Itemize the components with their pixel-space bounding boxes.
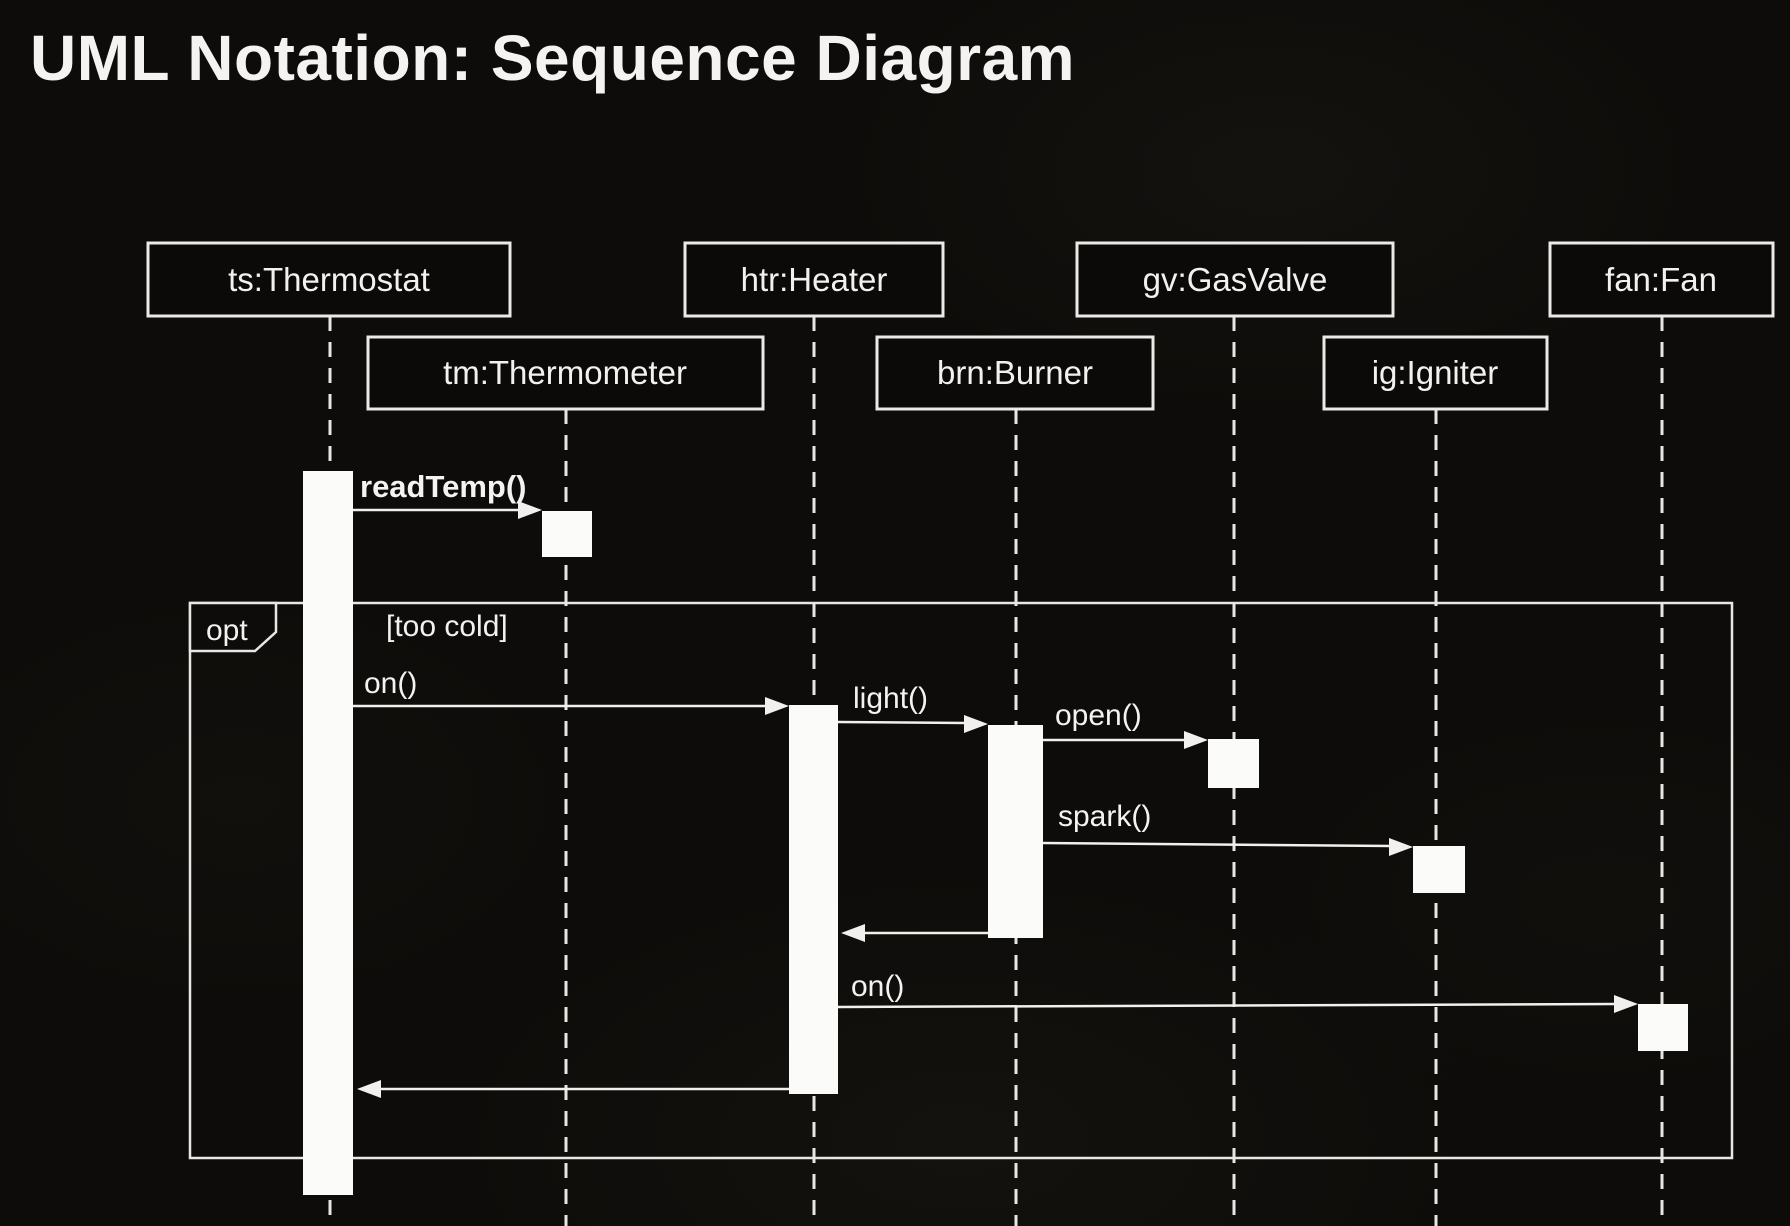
object-box-brn [875,335,1155,411]
arrowhead-icon [765,697,789,715]
object-box-fan [1548,241,1775,318]
object-label-ts: ts:Thermostat [228,261,430,298]
object-box-ig [1322,335,1549,411]
object-box-ts [146,241,512,318]
activation-brn [988,725,1043,938]
opt-operator-label: opt [206,614,248,647]
object-label-brn: brn:Burner [937,354,1093,391]
message-line [837,720,967,725]
message-label: on() [851,970,904,1003]
object-header-ig: ig:Igniter [1322,335,1549,411]
message-on-fan: on() [837,970,1638,1013]
object-header-fan: fan:Fan [1548,241,1775,318]
arrowhead-icon [964,715,988,733]
object-header-brn: brn:Burner [875,335,1155,411]
activation-tm [542,511,592,557]
activation-gv [1208,739,1259,788]
activation-fan [1638,1004,1688,1051]
activation-ig [1413,846,1465,893]
message-return-burner-heater [841,924,988,942]
object-header-htr: htr:Heater [683,241,945,318]
opt-guard-label: [too cold] [386,610,508,643]
message-readtemp: readTemp() [353,469,542,519]
object-label-htr: htr:Heater [741,261,888,298]
message-label: light() [853,682,928,715]
message-line [837,1002,1617,1009]
message-label: open() [1055,699,1142,732]
message-label: on() [364,667,417,700]
object-header-ts: ts:Thermostat [146,241,512,318]
object-header-gv: gv:GasValve [1075,241,1395,318]
opt-operator-tab [188,601,278,653]
object-box-gv [1075,241,1395,318]
arrowhead-icon [1184,731,1208,749]
opt-fragment-frame [188,601,1734,1160]
message-label: spark() [1058,800,1151,833]
object-label-tm: tm:Thermometer [443,354,687,391]
message-label: readTemp() [360,469,527,504]
arrowhead-icon [518,501,542,519]
activation-ts [303,471,353,1195]
arrowhead-icon [1389,838,1413,856]
object-label-ig: ig:Igniter [1372,354,1499,391]
object-box-tm [366,335,765,411]
message-open: open() [1043,699,1208,749]
arrowhead-icon [1614,995,1638,1013]
message-on-heater: on() [353,667,789,715]
page-title: UML Notation: Sequence Diagram [30,22,1075,94]
message-return-heater-thermostat [357,1080,789,1098]
object-box-htr [683,241,945,318]
object-label-fan: fan:Fan [1605,261,1717,298]
message-light: light() [837,682,988,733]
object-header-tm: tm:Thermometer [366,335,765,411]
message-line [1042,841,1392,848]
activation-htr [789,705,838,1094]
object-label-gv: gv:GasValve [1143,261,1328,298]
arrowhead-icon [357,1080,381,1098]
arrowhead-icon [841,924,865,942]
message-spark: spark() [1042,800,1413,856]
